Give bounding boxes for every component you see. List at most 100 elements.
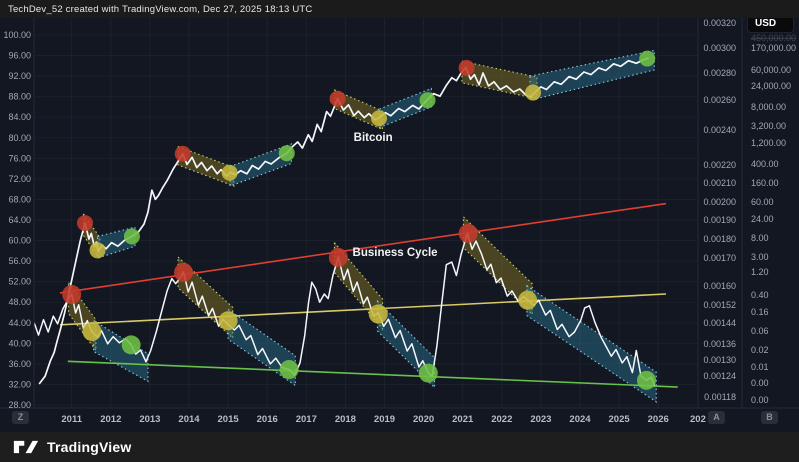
right-axis-b-tick-faded: 450,000.00 bbox=[751, 33, 796, 43]
cycle-marker-red[interactable] bbox=[174, 145, 191, 162]
right-axis-b-tick: 8,000.00 bbox=[751, 102, 786, 112]
cycle-marker-yellow[interactable] bbox=[525, 84, 542, 101]
right-axis-b-tick: 0.01 bbox=[751, 362, 769, 372]
cycle-marker-green[interactable] bbox=[636, 370, 656, 390]
series-label[interactable]: Bitcoin bbox=[354, 132, 393, 144]
left-axis-tick: 64.00 bbox=[8, 215, 31, 225]
cycle-marker-red[interactable] bbox=[328, 248, 348, 268]
right-axis-b-tick: 24,000.00 bbox=[751, 81, 791, 91]
right-axis-b-tick: 0.06 bbox=[751, 326, 769, 336]
cycle-marker-red[interactable] bbox=[458, 223, 478, 243]
left-price-scale[interactable] bbox=[0, 18, 34, 408]
cycle-marker-yellow[interactable] bbox=[89, 242, 106, 259]
right-axis-b-tick: 8.00 bbox=[751, 233, 769, 243]
cycle-marker-green[interactable] bbox=[121, 335, 141, 355]
left-axis-tick: 76.00 bbox=[8, 153, 31, 163]
right-axis-b-tick: 1,200.00 bbox=[751, 138, 786, 148]
x-axis-tick: 2014 bbox=[178, 414, 200, 425]
right-axis-a-tick: 0.00200 bbox=[703, 197, 736, 207]
plot-content: Bitcoin Business Cycle bbox=[34, 18, 678, 408]
right-axis-b-tick: 24.00 bbox=[751, 214, 774, 224]
right-axis-b-tick: 0.16 bbox=[751, 307, 769, 317]
cycle-marker-green[interactable] bbox=[279, 360, 299, 380]
x-axis-tick-partial: 202 bbox=[690, 414, 706, 425]
cycle-channel-teal[interactable] bbox=[529, 49, 655, 101]
cycle-marker-green[interactable] bbox=[278, 145, 295, 162]
right-axis-a-tick: 0.00300 bbox=[703, 43, 736, 53]
x-axis-tick: 2020 bbox=[413, 414, 434, 425]
x-axis-tick: 2019 bbox=[374, 414, 395, 425]
right-axis-b-tick: 170,000.00 bbox=[751, 43, 796, 53]
right-axis-a-tick: 0.00260 bbox=[703, 95, 736, 105]
left-axis-tick: 56.00 bbox=[8, 256, 31, 266]
cycle-marker-green[interactable] bbox=[123, 228, 140, 245]
cycle-marker-green[interactable] bbox=[419, 92, 436, 109]
left-axis-tick: 96.00 bbox=[8, 51, 31, 61]
x-axis-tick: 2023 bbox=[530, 414, 551, 425]
right-price-scale-b[interactable] bbox=[742, 36, 799, 408]
left-axis-tick: 60.00 bbox=[8, 236, 31, 246]
tradingview-brand-text[interactable]: TradingView bbox=[47, 439, 132, 455]
left-axis-tick: 84.00 bbox=[8, 112, 31, 122]
trendline-midline-yellow[interactable] bbox=[59, 293, 667, 326]
cycle-channel-teal[interactable] bbox=[93, 319, 149, 383]
right-axis-b-tick: 400.00 bbox=[751, 159, 779, 169]
x-axis-tick: 2024 bbox=[569, 414, 591, 425]
footer-bar: TradingView bbox=[0, 432, 799, 462]
cycle-marker-yellow[interactable] bbox=[82, 322, 102, 342]
right-axis-b-tick: 3.00 bbox=[751, 252, 769, 262]
cycle-marker-yellow[interactable] bbox=[518, 290, 538, 310]
right-axis-a-tick: 0.00220 bbox=[703, 160, 736, 170]
cycle-marker-yellow[interactable] bbox=[218, 311, 238, 331]
x-axis-tick: 2013 bbox=[139, 414, 160, 425]
bitcoin-line[interactable] bbox=[38, 57, 649, 385]
cycle-marker-green[interactable] bbox=[639, 50, 656, 67]
right-axis-b-tick: 0.40 bbox=[751, 290, 769, 300]
cycle-channel-olive[interactable] bbox=[177, 145, 235, 187]
right-axis-a-tick: 0.00210 bbox=[703, 178, 736, 188]
credit-text: TechDev_52 created with TradingView.com,… bbox=[8, 3, 313, 15]
left-scale-badge[interactable]: Z bbox=[12, 411, 29, 424]
x-axis-tick: 2016 bbox=[257, 414, 278, 425]
right-axis-b-tick: 60.00 bbox=[751, 197, 774, 207]
cycle-channel-teal[interactable] bbox=[229, 143, 292, 187]
series-label[interactable]: Business Cycle bbox=[353, 247, 438, 259]
right-axis-a-tick: 0.00280 bbox=[703, 68, 736, 78]
time-axis[interactable] bbox=[34, 408, 698, 432]
left-axis-tick: 92.00 bbox=[8, 71, 31, 81]
trendline-resistance-red[interactable] bbox=[59, 202, 667, 294]
cycle-marker-yellow[interactable] bbox=[371, 110, 388, 127]
cycle-marker-yellow[interactable] bbox=[221, 164, 238, 181]
cycle-marker-yellow[interactable] bbox=[368, 304, 388, 324]
right-axis-b-tick: 60,000.00 bbox=[751, 65, 791, 75]
right-axis-a-tick: 0.00180 bbox=[703, 234, 736, 244]
x-axis-tick: 2025 bbox=[609, 414, 631, 425]
right-axis-b-tick: 0.00 bbox=[751, 395, 769, 405]
cycle-marker-red[interactable] bbox=[62, 285, 82, 305]
right-axis-a-tick: 0.00124 bbox=[703, 371, 736, 381]
cycle-marker-red[interactable] bbox=[76, 215, 93, 232]
left-axis-tick: 32.00 bbox=[8, 379, 31, 389]
tradingview-logo-icon[interactable] bbox=[13, 438, 39, 456]
right-price-scale-a[interactable] bbox=[698, 18, 742, 408]
right-axis-a-tick: 0.00320 bbox=[703, 18, 736, 28]
right-scale-b-badge[interactable]: B bbox=[761, 411, 778, 424]
trendline-support-green[interactable] bbox=[67, 360, 678, 388]
x-axis-tick: 2021 bbox=[452, 414, 474, 425]
cycle-marker-green[interactable] bbox=[418, 363, 438, 383]
cycle-marker-red[interactable] bbox=[329, 90, 346, 107]
cycle-channel-teal[interactable] bbox=[526, 284, 657, 403]
right-axis-b-tick: 1.20 bbox=[751, 267, 769, 277]
right-scale-a-badge[interactable]: A bbox=[708, 411, 725, 424]
left-axis-tick: 88.00 bbox=[8, 92, 31, 102]
cycle-marker-red[interactable] bbox=[458, 59, 475, 76]
left-axis-tick: 44.00 bbox=[8, 318, 31, 328]
x-axis-tick: 2026 bbox=[648, 414, 669, 425]
cycle-marker-red[interactable] bbox=[174, 262, 194, 282]
right-axis-a-tick: 0.00144 bbox=[703, 318, 736, 328]
right-axis-b-tick: 0.00 bbox=[751, 378, 769, 388]
x-axis-tick: 2018 bbox=[335, 414, 356, 425]
right-axis-a-tick: 0.00190 bbox=[703, 215, 736, 225]
